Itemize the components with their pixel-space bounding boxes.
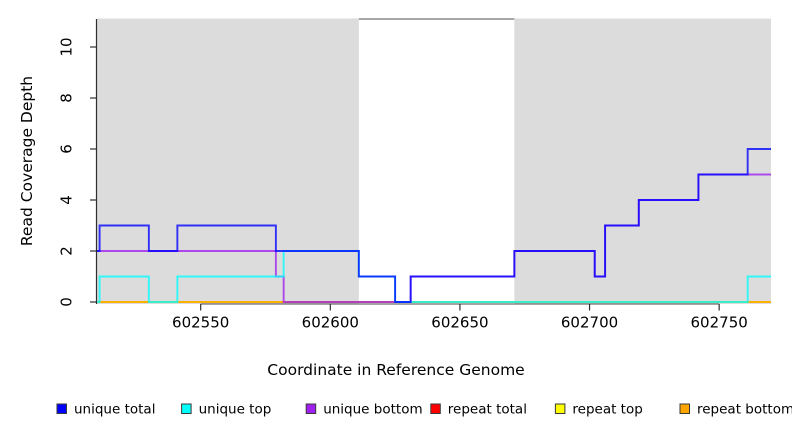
y-tick-label: 0 xyxy=(58,297,76,307)
legend-swatch-unique-bottom xyxy=(305,403,317,414)
legend-label-unique-total: unique total xyxy=(74,402,155,418)
legend-label-repeat-bottom: repeat bottom xyxy=(697,402,792,418)
x-tick-label: 602650 xyxy=(431,314,488,332)
legend-swatch-repeat-total xyxy=(430,403,441,414)
y-tick-label: 6 xyxy=(58,144,76,154)
shaded-region xyxy=(514,18,771,304)
shaded-region xyxy=(97,18,359,304)
x-tick-label: 602600 xyxy=(302,314,359,332)
y-tick-label: 8 xyxy=(58,93,76,103)
x-tick-label: 602750 xyxy=(691,314,748,332)
legend-swatch-unique-top xyxy=(181,403,192,414)
x-axis-title: Coordinate in Reference Genome xyxy=(267,361,525,379)
legend-label-repeat-top: repeat top xyxy=(572,402,642,418)
y-tick-label: 2 xyxy=(58,246,76,256)
x-tick-label: 602700 xyxy=(561,314,618,332)
legend-label-repeat-total: repeat total xyxy=(448,402,527,418)
legend-label-unique-top: unique top xyxy=(199,402,272,418)
x-tick-label: 602550 xyxy=(172,314,229,332)
legend-swatch-repeat-bottom xyxy=(679,403,690,414)
legend-label-unique-bottom: unique bottom xyxy=(323,402,422,418)
series-line-unique-top xyxy=(97,250,771,303)
legend-swatch-repeat-top xyxy=(554,403,566,414)
y-axis-title: Read Coverage Depth xyxy=(18,75,36,247)
y-tick-label: 4 xyxy=(58,195,76,205)
y-tick-label: 10 xyxy=(58,37,76,56)
series-line-unique-total xyxy=(97,148,771,303)
legend-swatch-unique-total xyxy=(56,403,67,414)
